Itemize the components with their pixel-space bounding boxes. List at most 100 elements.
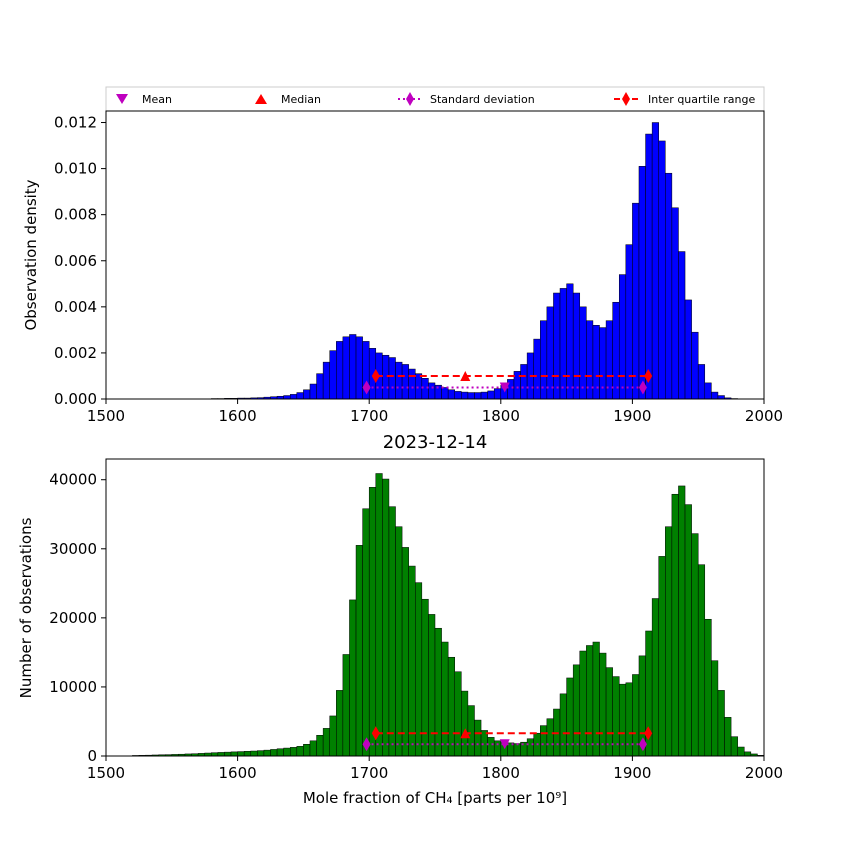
count-x-tick-label: 1700 xyxy=(350,764,388,782)
count-y-tick-label: 10000 xyxy=(49,678,97,696)
density-bar xyxy=(632,202,640,400)
legend-label-median: Median xyxy=(281,93,321,106)
count-y-tick-label: 0 xyxy=(87,747,97,765)
count-x-tick-label: 1600 xyxy=(219,764,257,782)
count-bar xyxy=(441,641,449,757)
count-median-marker-icon xyxy=(460,728,471,739)
count-bar xyxy=(513,743,521,757)
count-bar xyxy=(289,747,298,757)
density-bar xyxy=(487,390,495,400)
count-bar xyxy=(276,748,284,757)
density-bar xyxy=(303,389,311,400)
density-bar xyxy=(408,368,416,400)
density-bar xyxy=(355,336,363,400)
count-bar xyxy=(434,627,442,757)
count-ticks: 1500 1600 1700 1800 1900 20000100002000030000… xyxy=(49,471,783,782)
density-bar xyxy=(289,394,298,400)
density-bar xyxy=(618,274,627,400)
density-median-marker-icon xyxy=(460,370,471,381)
count-bar xyxy=(520,741,528,757)
density-bar xyxy=(309,383,317,400)
count-bar xyxy=(480,730,488,757)
count-bar xyxy=(658,556,666,757)
density-y-tick-label: 0.010 xyxy=(54,160,97,178)
density-bar xyxy=(467,392,475,400)
median-legend-icon xyxy=(255,94,267,104)
density-iqr-diamond-icon xyxy=(371,368,380,383)
density-bar xyxy=(559,288,567,400)
density-bar xyxy=(454,391,462,400)
legend-label-mean: Mean xyxy=(142,93,172,106)
density-bar xyxy=(691,331,699,400)
count-bar xyxy=(250,750,258,757)
count-bar xyxy=(224,751,232,757)
legend-label-iqr: Inter quartile range xyxy=(648,93,755,106)
count-bar xyxy=(362,508,370,757)
count-bar xyxy=(309,740,317,757)
density-bar xyxy=(638,166,646,400)
count-bar xyxy=(368,487,377,757)
count-bar xyxy=(474,719,482,757)
count-bar xyxy=(447,656,455,757)
density-x-tick-label: 1600 xyxy=(219,407,257,425)
iqr-legend-diamond-icon xyxy=(622,92,630,106)
count-bar xyxy=(697,564,706,757)
std-legend-diamond-icon xyxy=(406,92,414,106)
density-bar xyxy=(415,373,423,400)
density-bar xyxy=(520,364,528,400)
density-bar xyxy=(546,306,554,400)
count-bar xyxy=(415,582,423,757)
legend-label-std: Standard deviation xyxy=(430,93,535,106)
density-x-tick-label: 1700 xyxy=(350,407,388,425)
density-y-tick-label: 0.008 xyxy=(54,206,97,224)
density-bar xyxy=(342,336,350,400)
density-bar xyxy=(382,354,390,400)
density-statistics xyxy=(362,368,653,395)
count-bar xyxy=(711,660,719,757)
count-bar xyxy=(408,565,416,757)
density-bar xyxy=(612,301,620,400)
density-bar xyxy=(329,350,337,400)
count-statistics xyxy=(362,726,653,752)
count-iqr-diamond-icon xyxy=(371,726,380,741)
density-bar xyxy=(401,364,409,400)
density-bar xyxy=(533,338,541,400)
density-bar xyxy=(572,292,581,400)
density-bar xyxy=(428,382,436,400)
density-y-tick-label: 0.012 xyxy=(54,114,97,132)
count-bar xyxy=(237,751,245,757)
count-bar xyxy=(665,526,673,757)
count-x-tick-label: 1900 xyxy=(613,764,651,782)
count-bars xyxy=(132,473,765,757)
count-bar xyxy=(493,740,502,757)
count-mean-marker-icon xyxy=(499,739,510,750)
count-x-tick-label: 1800 xyxy=(482,764,520,782)
density-y-tick-label: 0.006 xyxy=(54,252,97,270)
count-bar xyxy=(526,738,534,757)
density-bar xyxy=(395,361,403,400)
count-bar xyxy=(579,650,587,757)
density-bar xyxy=(579,306,587,400)
density-bar xyxy=(671,207,679,400)
count-bar xyxy=(487,737,495,757)
density-chart: 1500 1600 1700 1800 1900 2000 0.000 0.002 0.004 0… xyxy=(22,110,783,425)
density-y-axis-label: Observation density xyxy=(22,179,40,330)
count-bar xyxy=(428,614,436,757)
count-chart-title: 2023-12-14 xyxy=(383,432,488,453)
count-y-axis-label: Number of observations xyxy=(17,517,35,698)
count-bar xyxy=(730,736,738,757)
density-x-tick-label: 1500 xyxy=(87,407,125,425)
count-bar xyxy=(230,751,238,757)
density-bar xyxy=(658,140,666,400)
density-bar xyxy=(665,172,673,400)
count-bar xyxy=(572,664,581,757)
count-bar xyxy=(717,690,725,757)
count-bar xyxy=(296,746,304,757)
density-bar xyxy=(566,283,574,400)
density-bar xyxy=(322,361,330,400)
density-bars xyxy=(197,122,738,400)
count-axes-frame xyxy=(105,458,765,757)
density-std-diamond-icon xyxy=(362,380,371,395)
count-bar xyxy=(737,746,745,757)
count-bar xyxy=(684,504,692,757)
